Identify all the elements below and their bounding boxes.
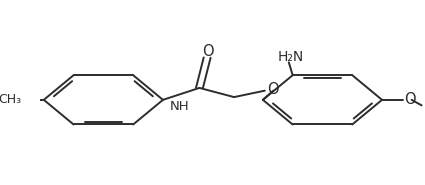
Text: O: O: [267, 82, 278, 97]
Text: NH: NH: [170, 100, 189, 113]
Text: O: O: [202, 44, 214, 59]
Text: CH₃: CH₃: [0, 93, 21, 106]
Text: H₂N: H₂N: [278, 50, 304, 64]
Text: O: O: [404, 92, 416, 107]
